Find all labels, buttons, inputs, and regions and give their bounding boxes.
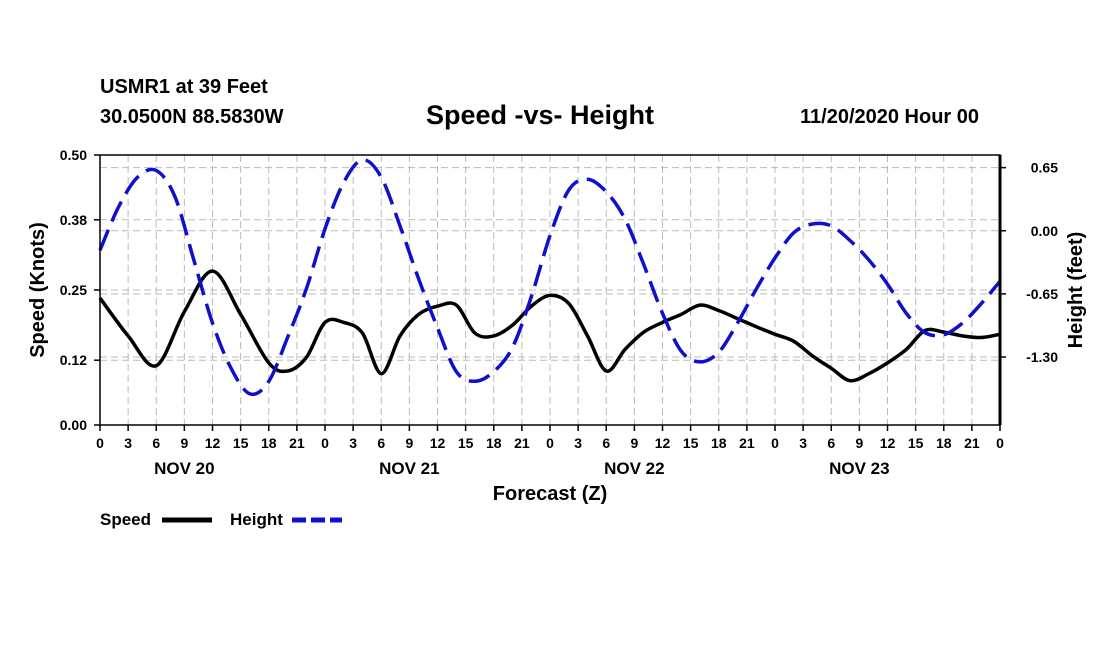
y-tick-label: 0.12: [60, 352, 87, 368]
day-label: NOV 21: [379, 459, 439, 478]
y2-tick-label: -0.65: [1026, 286, 1058, 302]
x-tick-label: 3: [574, 435, 582, 451]
x-tick-label: 9: [855, 435, 863, 451]
x-tick-label: 12: [205, 435, 221, 451]
x-tick-label: 3: [349, 435, 357, 451]
x-tick-label: 21: [739, 435, 755, 451]
x-tick-label: 6: [377, 435, 385, 451]
y-tick-label: 0.50: [60, 147, 87, 163]
x-tick-label: 12: [655, 435, 671, 451]
x-axis-title: Forecast (Z): [493, 483, 607, 505]
y-tick-label: 0.25: [60, 282, 87, 298]
x-tick-label: 15: [908, 435, 924, 451]
height-series-line: [98, 158, 1002, 397]
x-tick-label: 9: [180, 435, 188, 451]
y-tick-label: 0.38: [60, 212, 87, 228]
y2-tick-label: 0.65: [1031, 160, 1058, 176]
legend-label-speed: Speed: [100, 510, 151, 529]
x-tick-label: 3: [124, 435, 132, 451]
x-tick-label: 0: [546, 435, 554, 451]
y-axis-title: Speed (Knots): [27, 222, 49, 358]
y2-axis-title: Height (feet): [1065, 232, 1087, 349]
x-tick-label: 0: [771, 435, 779, 451]
x-tick-label: 18: [936, 435, 952, 451]
x-tick-label: 9: [405, 435, 413, 451]
x-tick-label: 0: [321, 435, 329, 451]
x-tick-label: 15: [683, 435, 699, 451]
x-tick-label: 0: [996, 435, 1004, 451]
y2-tick-label: 0.00: [1031, 223, 1058, 239]
y-tick-label: 0.00: [60, 417, 87, 433]
x-tick-label: 3: [799, 435, 807, 451]
x-tick-label: 12: [430, 435, 446, 451]
x-tick-label: 6: [602, 435, 610, 451]
y2-tick-label: -1.30: [1026, 349, 1058, 365]
chart-title: Speed -vs- Height: [426, 100, 655, 130]
day-label: NOV 20: [154, 459, 214, 478]
x-tick-label: 15: [458, 435, 474, 451]
speed-series-line: [98, 269, 1001, 383]
coordinates-label: 30.0500N 88.5830W: [100, 106, 284, 128]
legend-label-height: Height: [230, 510, 283, 529]
x-tick-label: 12: [880, 435, 896, 451]
x-tick-label: 6: [827, 435, 835, 451]
x-tick-label: 18: [486, 435, 502, 451]
x-tick-label: 18: [711, 435, 727, 451]
x-tick-label: 0: [96, 435, 104, 451]
x-tick-label: 9: [630, 435, 638, 451]
x-tick-label: 15: [233, 435, 249, 451]
x-tick-label: 21: [514, 435, 530, 451]
forecast-timestamp: 11/20/2020 Hour 00: [800, 106, 980, 128]
x-tick-label: 18: [261, 435, 277, 451]
x-tick-label: 21: [289, 435, 305, 451]
station-label: USMR1 at 39 Feet: [100, 76, 268, 98]
x-tick-label: 21: [964, 435, 980, 451]
day-label: NOV 23: [829, 459, 889, 478]
x-tick-label: 6: [152, 435, 160, 451]
day-label: NOV 22: [604, 459, 664, 478]
